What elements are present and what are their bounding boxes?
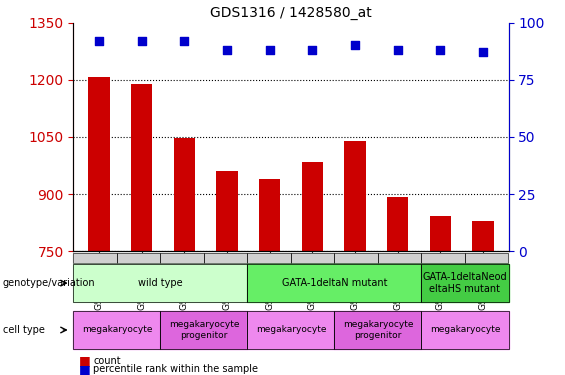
- Text: ■: ■: [79, 363, 91, 375]
- Bar: [131, 84, 153, 251]
- Point: [137, 38, 146, 44]
- Text: cell type: cell type: [3, 325, 45, 335]
- Point: [265, 47, 274, 53]
- Text: megakaryocyte
progenitor: megakaryocyte progenitor: [169, 320, 239, 340]
- Bar: [302, 162, 323, 251]
- Text: count: count: [93, 356, 121, 366]
- Text: megakaryocyte: megakaryocyte: [82, 326, 152, 334]
- Bar: [344, 141, 366, 251]
- Text: megakaryocyte: megakaryocyte: [256, 326, 326, 334]
- Bar: [259, 179, 280, 251]
- Text: wild type: wild type: [138, 278, 182, 288]
- Point: [436, 47, 445, 53]
- Bar: [88, 77, 110, 251]
- Text: megakaryocyte: megakaryocyte: [430, 326, 500, 334]
- Text: ■: ■: [79, 354, 91, 367]
- Point: [350, 42, 359, 48]
- Text: megakaryocyte
progenitor: megakaryocyte progenitor: [343, 320, 413, 340]
- Point: [223, 47, 232, 53]
- Bar: [429, 216, 451, 251]
- Point: [393, 47, 402, 53]
- Bar: [387, 197, 408, 251]
- Point: [94, 38, 103, 44]
- Title: GDS1316 / 1428580_at: GDS1316 / 1428580_at: [210, 6, 372, 20]
- Text: genotype/variation: genotype/variation: [3, 278, 95, 288]
- Text: GATA-1deltaN mutant: GATA-1deltaN mutant: [282, 278, 387, 288]
- Text: percentile rank within the sample: percentile rank within the sample: [93, 364, 258, 374]
- Point: [479, 49, 488, 55]
- Bar: [472, 221, 494, 251]
- Text: GATA-1deltaNeod
eltaHS mutant: GATA-1deltaNeod eltaHS mutant: [423, 272, 507, 294]
- Point: [308, 47, 317, 53]
- Bar: [216, 171, 238, 251]
- Point: [180, 38, 189, 44]
- Bar: [173, 138, 195, 251]
